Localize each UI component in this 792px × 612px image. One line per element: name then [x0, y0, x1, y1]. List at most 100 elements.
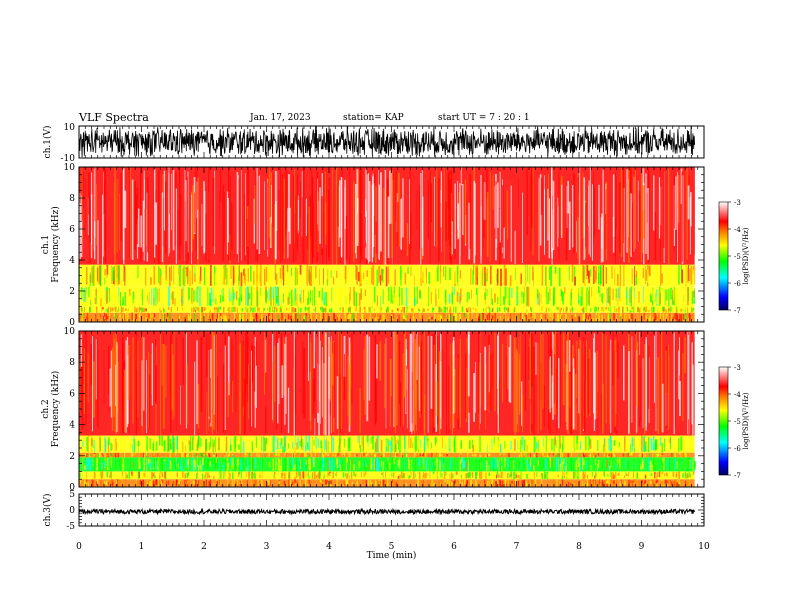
spectrogram-streak — [394, 269, 396, 286]
spectrogram-streak — [367, 436, 369, 447]
spectrogram-streak — [102, 471, 104, 478]
spectrogram-streak — [242, 314, 244, 322]
spectrogram-streak — [590, 268, 592, 277]
spectrogram-streak — [285, 437, 287, 448]
spectrogram-streak — [182, 337, 184, 385]
spectrogram-streak — [192, 436, 194, 451]
spectrogram-streak — [680, 314, 683, 322]
spectrogram-streak — [488, 351, 490, 413]
spectrogram-streak — [478, 316, 480, 321]
spectrogram-streak — [398, 266, 400, 281]
spectrogram-streak — [154, 317, 156, 322]
spectrogram-streak — [380, 439, 383, 452]
spectrogram-streak — [109, 368, 111, 407]
spectrogram-streak — [548, 174, 549, 236]
spectrogram-streak — [167, 435, 169, 453]
spectrogram-streak — [116, 480, 118, 484]
spectrogram-streak — [223, 315, 225, 321]
spectrogram-streak — [693, 269, 695, 286]
spectrogram-streak — [651, 452, 653, 458]
spectrogram-streak — [282, 471, 284, 479]
spectrogram-streak — [221, 268, 223, 279]
spectrogram-streak — [657, 453, 658, 457]
spectrogram-streak — [648, 286, 649, 306]
spectrogram-streak — [607, 479, 609, 485]
spectrogram-streak — [586, 460, 588, 470]
spectrogram-streak — [680, 454, 682, 457]
spectrogram-streak — [446, 454, 448, 457]
spectrogram-streak — [133, 438, 136, 453]
spectrogram-streak — [137, 265, 139, 279]
spectrogram-streak — [196, 167, 198, 257]
spectrogram-streak — [226, 457, 229, 472]
spectrogram-streak — [412, 331, 414, 431]
spectrogram-streak — [326, 287, 328, 299]
spectrogram-streak — [692, 457, 694, 471]
spectrogram-streak — [284, 435, 286, 451]
spectrogram-streak — [654, 479, 655, 487]
spectrogram-streak — [552, 471, 554, 479]
spectrogram-streak — [325, 452, 327, 456]
spectrogram-streak — [246, 286, 249, 305]
spectrogram-streak — [420, 479, 423, 487]
spectrogram-streak — [643, 452, 645, 457]
spectrogram-streak — [543, 437, 544, 447]
spectrogram-streak — [515, 348, 518, 433]
spectrogram-streak — [348, 308, 351, 311]
spectrogram-streak — [367, 479, 370, 487]
spectrogram-streak — [485, 460, 488, 472]
spectrogram-streak — [291, 306, 293, 313]
spectrogram-streak — [375, 480, 377, 485]
spectrogram-streak — [211, 312, 214, 321]
spectrogram-streak — [605, 306, 608, 310]
spectrogram-streak — [269, 315, 270, 320]
spectrogram-streak — [491, 439, 493, 450]
spectrogram-streak — [83, 287, 85, 302]
spectrogram-streak — [312, 177, 314, 263]
spectrogram-streak — [454, 368, 456, 413]
spectrogram-streak — [309, 480, 312, 485]
spectrogram-streak — [169, 460, 172, 470]
spectrogram-streak — [175, 454, 177, 456]
spectrogram-streak — [258, 175, 260, 254]
spectrogram-streak — [628, 314, 631, 320]
spectrogram-streak — [579, 167, 581, 265]
spectrogram-streak — [457, 353, 459, 429]
spectrogram-streak — [385, 471, 386, 479]
spectrogram-streak — [685, 480, 687, 486]
spectrogram-streak — [595, 307, 598, 312]
spectrogram-streak — [412, 480, 414, 485]
spectrogram-streak — [659, 306, 661, 313]
spectrogram-streak — [470, 480, 472, 486]
spectrogram-streak — [214, 458, 216, 467]
spectrogram-streak — [366, 472, 368, 477]
spectrogram-streak — [347, 266, 349, 282]
spectrogram-streak — [613, 307, 616, 312]
spectrogram-streak — [117, 286, 119, 303]
spectrogram-streak — [410, 212, 412, 250]
spectrogram-streak — [410, 471, 412, 478]
spectrogram-streak — [581, 286, 583, 306]
spectrogram-streak — [334, 453, 336, 458]
spectrogram-streak — [260, 314, 263, 322]
spectrogram-streak — [633, 471, 634, 479]
spectrogram-streak — [171, 459, 173, 469]
spectrogram-streak — [564, 458, 566, 471]
spectrogram-streak — [521, 309, 523, 312]
spectrogram-streak — [536, 441, 538, 449]
spectrogram-streak — [527, 472, 529, 477]
spectrogram-streak — [665, 350, 667, 394]
spectrogram-streak — [524, 453, 526, 456]
spectrogram-streak — [522, 292, 525, 304]
spectrogram-streak — [458, 203, 459, 239]
spectrogram-streak — [676, 472, 678, 476]
spectrogram-streak — [96, 481, 97, 486]
spectrogram-streak — [557, 454, 560, 456]
spectrogram-streak — [435, 454, 437, 457]
spectrogram-streak — [273, 479, 275, 484]
spectrogram-streak — [495, 452, 497, 457]
spectrogram-streak — [506, 190, 509, 240]
spectrogram-streak — [436, 457, 438, 471]
spectrogram-streak — [569, 374, 571, 408]
spectrogram-streak — [579, 479, 581, 487]
